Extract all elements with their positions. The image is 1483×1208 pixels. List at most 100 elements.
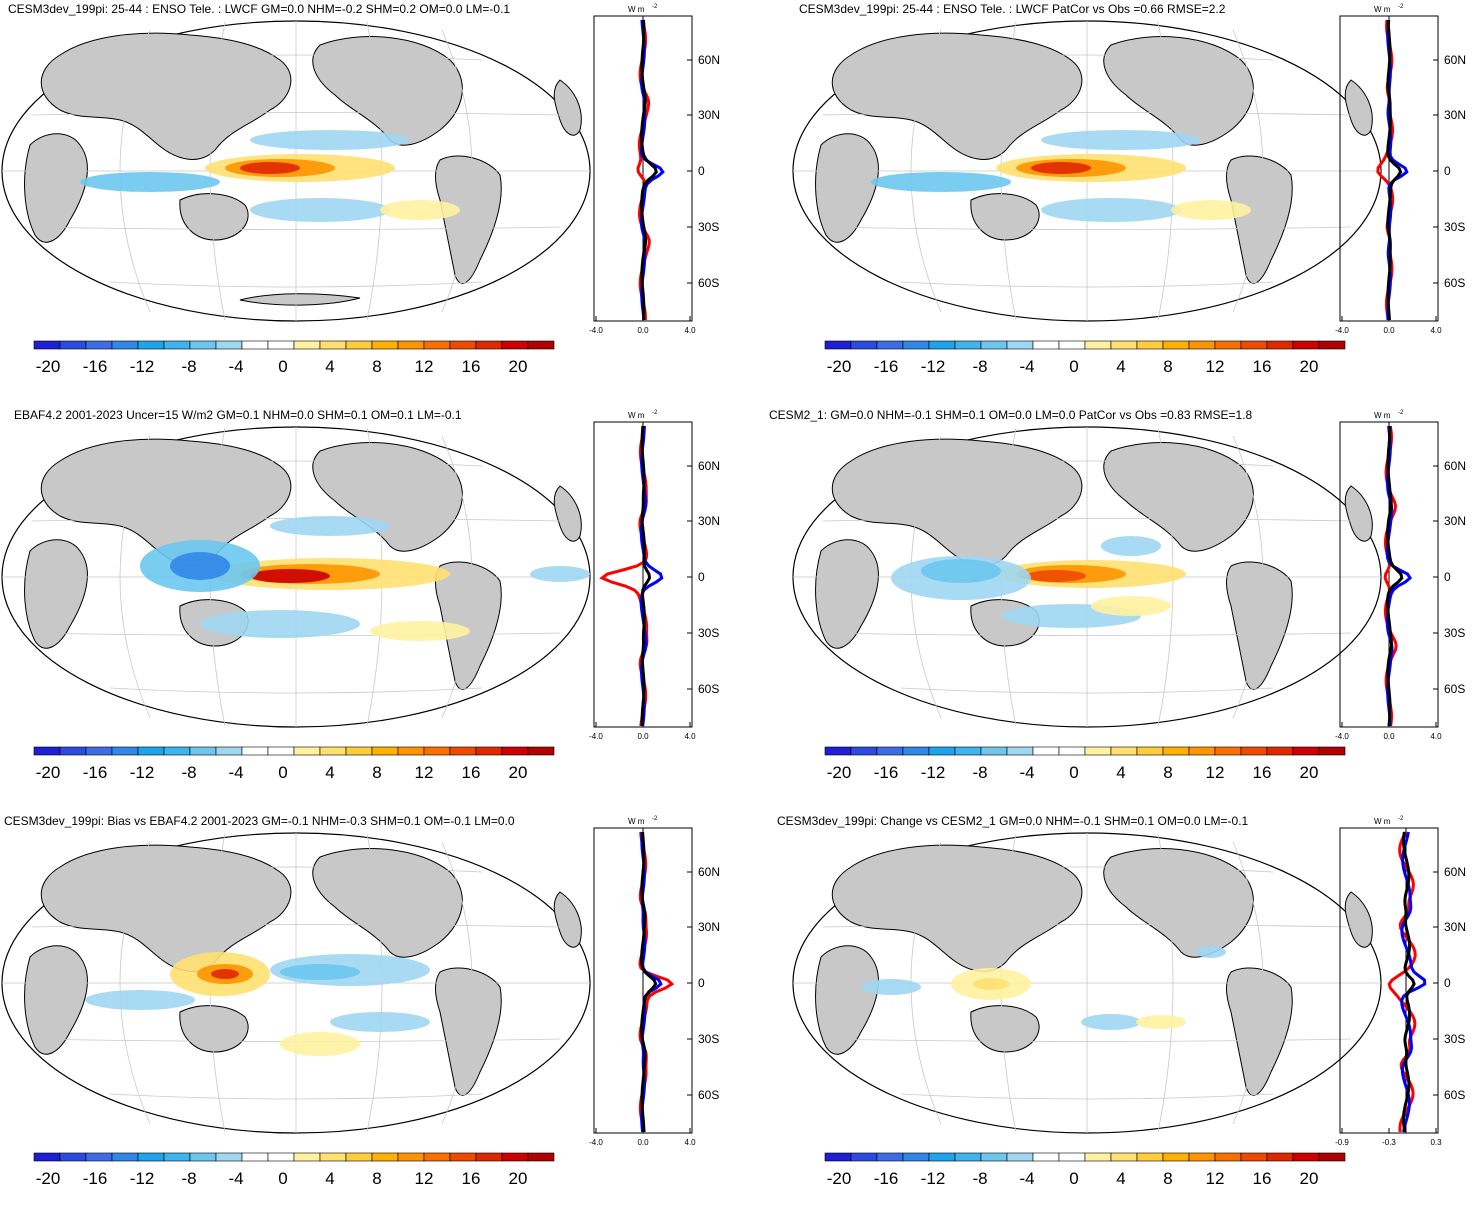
unit-superscript: -2 bbox=[652, 816, 658, 822]
colorbar-tick-label: 12 bbox=[415, 763, 434, 782]
lat-label: 60S bbox=[698, 682, 719, 696]
colorbar-swatch bbox=[267, 1152, 295, 1162]
colorbar-swatch bbox=[137, 1152, 165, 1162]
colorbar-swatch bbox=[33, 1152, 61, 1162]
x-tick-label: 0.0 bbox=[637, 732, 649, 741]
colorbar-swatch bbox=[475, 746, 503, 756]
colorbar-swatch bbox=[319, 746, 347, 756]
x-tick-label: 4.0 bbox=[684, 326, 696, 335]
colorbar-swatch bbox=[876, 340, 904, 350]
zonal-mean-plot: W m -2 60N 30N 0 30S 60S -4.0 0.0 4.0 bbox=[1335, 4, 1466, 335]
colorbar-tick-label: 16 bbox=[462, 1169, 481, 1188]
colorbar-swatch bbox=[1032, 746, 1060, 756]
colorbar-swatch bbox=[501, 746, 529, 756]
colorbar-swatch bbox=[1266, 340, 1294, 350]
lat-label: 60N bbox=[698, 865, 720, 879]
colorbar-swatch bbox=[397, 340, 425, 350]
colorbar: -20 -16 -12 -8 -4 0 4 8 12 16 20 bbox=[33, 1152, 555, 1188]
colorbar-swatch bbox=[928, 340, 956, 350]
x-tick-label: -4.0 bbox=[589, 1138, 603, 1147]
colorbar-tick-label: 0 bbox=[1069, 1169, 1078, 1188]
colorbar-swatch bbox=[189, 340, 217, 350]
colorbar-swatch bbox=[1188, 340, 1216, 350]
unit-label: W m bbox=[1374, 5, 1391, 14]
colorbar-swatch bbox=[1162, 1152, 1190, 1162]
lat-label: 0 bbox=[698, 570, 705, 584]
lat-label: 30S bbox=[698, 1032, 719, 1046]
colorbar-tick-label: 8 bbox=[1163, 1169, 1172, 1188]
colorbar-swatch bbox=[501, 1152, 529, 1162]
colorbar-tick-label: -4 bbox=[228, 1169, 243, 1188]
colorbar-tick-label: 20 bbox=[1300, 1169, 1319, 1188]
colorbar-swatch bbox=[1292, 1152, 1320, 1162]
colorbar-swatch bbox=[319, 340, 347, 350]
panel-title: CESM2_1: GM=0.0 NHM=-0.1 SHM=0.1 OM=0.0 … bbox=[769, 408, 1253, 422]
colorbar-swatch bbox=[1058, 340, 1086, 350]
colorbar-swatch bbox=[824, 746, 852, 756]
colorbar-swatch bbox=[876, 1152, 904, 1162]
colorbar-swatch bbox=[111, 1152, 139, 1162]
x-tick-label: 4.0 bbox=[684, 1138, 696, 1147]
colorbar-swatch bbox=[1214, 340, 1242, 350]
colorbar-tick-label: -20 bbox=[36, 357, 61, 376]
colorbar-swatch bbox=[1136, 746, 1164, 756]
colorbar-swatch bbox=[189, 746, 217, 756]
colorbar-tick-label: 0 bbox=[278, 1169, 287, 1188]
lat-label: 60N bbox=[1444, 459, 1466, 473]
colorbar-swatch bbox=[1032, 1152, 1060, 1162]
zonal-line-diff bbox=[1386, 426, 1404, 727]
zonal-line-diff bbox=[640, 19, 658, 321]
zonal-line-diff bbox=[1386, 19, 1403, 321]
colorbar-swatch bbox=[1188, 1152, 1216, 1162]
colorbar-swatch bbox=[527, 746, 555, 756]
colorbar-swatch bbox=[33, 340, 61, 350]
lat-label: 30N bbox=[698, 108, 720, 122]
colorbar-swatch bbox=[954, 340, 982, 350]
colorbar-swatch bbox=[954, 1152, 982, 1162]
zonal-line-diff bbox=[640, 831, 658, 1133]
colorbar-swatch bbox=[980, 1152, 1008, 1162]
colorbar-swatch bbox=[371, 746, 399, 756]
lat-label: 60N bbox=[698, 459, 720, 473]
unit-superscript: -2 bbox=[652, 4, 658, 10]
colorbar: -20 -16 -12 -8 -4 0 4 8 12 16 20 bbox=[824, 1152, 1346, 1188]
colorbar-tick-label: 16 bbox=[1253, 763, 1272, 782]
colorbar-swatch bbox=[928, 746, 956, 756]
x-tick-label: -0.3 bbox=[1382, 1138, 1396, 1147]
panel-change: CESM3dev_199pi: Change vs CESM2_1 GM=0.0… bbox=[741, 812, 1482, 1208]
colorbar-tick-label: -20 bbox=[827, 763, 852, 782]
colorbar-swatch bbox=[527, 340, 555, 350]
colorbar-swatch bbox=[1318, 340, 1346, 350]
zonal-line-diff bbox=[640, 425, 652, 727]
colorbar-swatch bbox=[85, 746, 113, 756]
colorbar-swatch bbox=[293, 340, 321, 350]
panel-title: CESM3dev_199pi: 25-44 : ENSO Tele. : LWC… bbox=[8, 2, 511, 16]
x-tick-label: 0.0 bbox=[637, 326, 649, 335]
colorbar: -20 -16 -12 -8 -4 0 4 8 12 16 20 bbox=[33, 340, 555, 376]
colorbar-swatch bbox=[111, 746, 139, 756]
colorbar-tick-label: -4 bbox=[228, 763, 243, 782]
colorbar-swatch bbox=[1084, 340, 1112, 350]
colorbar-tick-label: -8 bbox=[181, 1169, 196, 1188]
colorbar-swatch bbox=[1292, 746, 1320, 756]
colorbar-swatch bbox=[1266, 1152, 1294, 1162]
colorbar-swatch bbox=[449, 746, 477, 756]
lat-label: 60S bbox=[698, 1088, 719, 1102]
colorbar: -20 -16 -12 -8 -4 0 4 8 12 16 20 bbox=[824, 340, 1346, 376]
colorbar-swatch bbox=[137, 746, 165, 756]
x-tick-label: 0.0 bbox=[1383, 326, 1395, 335]
x-tick-label: 0.3 bbox=[1430, 1138, 1442, 1147]
colorbar-swatch bbox=[215, 1152, 243, 1162]
panel-graphics: -20 -16 -12 -8 -4 0 4 8 12 16 20 W m -2 60N 30N 0 30S… bbox=[1, 410, 720, 782]
colorbar-tick-label: 0 bbox=[278, 357, 287, 376]
colorbar-swatch bbox=[423, 1152, 451, 1162]
colorbar-swatch bbox=[475, 1152, 503, 1162]
colorbar-swatch bbox=[1084, 1152, 1112, 1162]
colorbar-tick-label: 16 bbox=[462, 357, 481, 376]
colorbar-swatch bbox=[241, 340, 269, 350]
colorbar-tick-label: -4 bbox=[228, 357, 243, 376]
colorbar-swatch bbox=[267, 746, 295, 756]
colorbar-swatch bbox=[397, 746, 425, 756]
colorbar-tick-label: 16 bbox=[1253, 1169, 1272, 1188]
lat-label: 30S bbox=[698, 626, 719, 640]
